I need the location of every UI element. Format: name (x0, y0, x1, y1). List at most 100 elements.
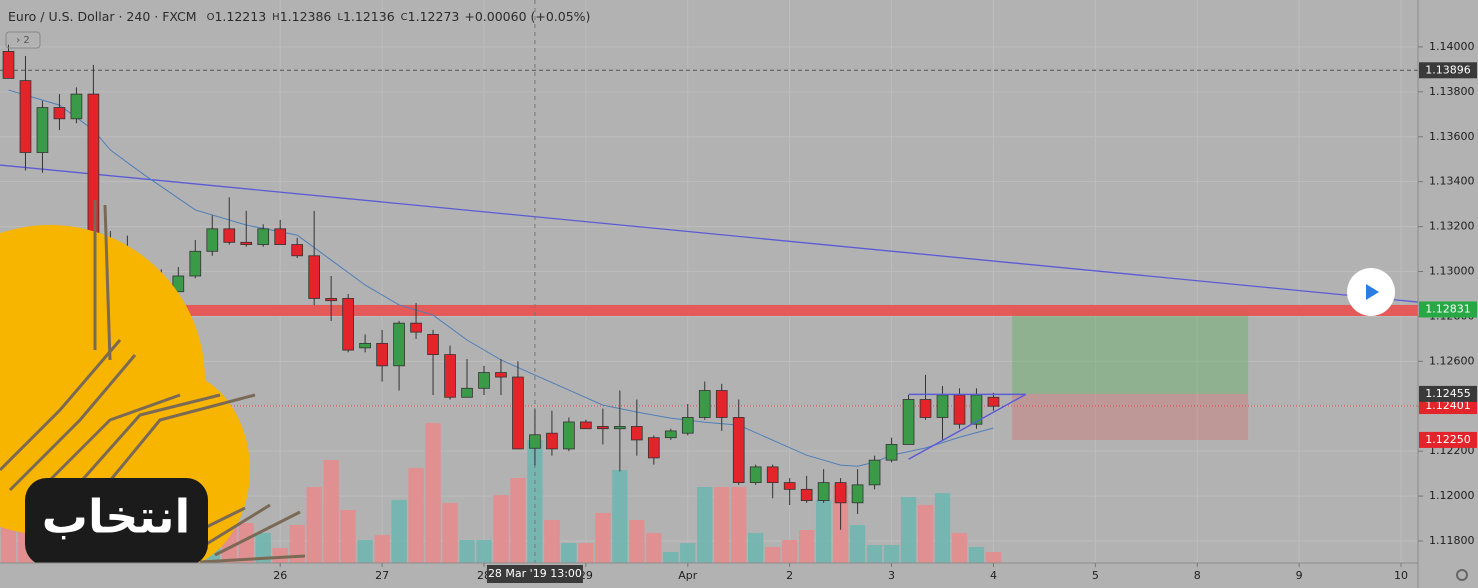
ohlc-key: O (207, 12, 215, 23)
y-tick-label: 1.13600 (1429, 130, 1475, 143)
ohlc: O1.12213 H1.12386 L1.12136 C1.12273 (207, 9, 460, 24)
candle-body (868, 459, 881, 486)
candle-body (461, 387, 473, 398)
y-tick-label: 1.13000 (1429, 265, 1475, 278)
volume-bar (646, 533, 662, 563)
logo-box (25, 478, 208, 563)
volume-bar (527, 440, 543, 563)
candle-body (70, 93, 83, 120)
candle-body (614, 426, 626, 430)
y-tick-label: 1.14000 (1429, 40, 1475, 53)
candle-body (291, 244, 304, 257)
volume-bar (493, 495, 509, 563)
badge-box[interactable] (5, 31, 41, 49)
candle-body (308, 255, 321, 299)
candle-body (919, 399, 932, 418)
candle-body (257, 228, 270, 245)
volume-bar (595, 513, 611, 563)
candle-body (698, 390, 711, 418)
candle-body (19, 80, 32, 153)
candle-body (223, 228, 236, 243)
gear[interactable] (1456, 569, 1468, 581)
ohlc-key: H (272, 12, 280, 23)
price-label: 1.12401 (1425, 399, 1471, 412)
candle-body (36, 107, 49, 153)
y-tick-label: 1.13800 (1429, 85, 1475, 98)
candle-body (817, 482, 830, 501)
volume-bar (782, 540, 798, 563)
volume-bar (680, 543, 696, 563)
x-tick-label: 9 (1296, 569, 1303, 582)
candle-body (834, 482, 847, 504)
candle-body (53, 107, 66, 120)
badge[interactable]: › 2 (16, 35, 30, 46)
crosshair-label: 28 Mar '19 13:00 (488, 567, 582, 580)
symbol: Euro / U.S. Dollar · 240 · FXCM (8, 9, 197, 24)
play-icon[interactable] (1366, 284, 1379, 300)
price-label-box (1419, 62, 1477, 79)
chart-legend: Euro / U.S. Dollar · 240 · FXCM O1.12213 H… (8, 9, 590, 24)
volume-bar (425, 423, 441, 563)
plot-area (0, 0, 1418, 563)
play-button[interactable] (1347, 268, 1395, 316)
candle-body (240, 241, 253, 245)
candle-body (732, 417, 745, 484)
position-label: 1.12455 (1425, 387, 1471, 400)
candle-body (342, 298, 354, 351)
resistance-zone (0, 304, 1418, 316)
volume-bar (629, 520, 645, 563)
x-tick-label: 5 (1092, 569, 1099, 582)
y-tick-label: 1.13400 (1429, 175, 1475, 188)
candle-body (749, 466, 762, 484)
candle-body (274, 228, 287, 245)
volume-bar (900, 497, 917, 563)
ohlc-value: 1.12136 (343, 9, 395, 24)
candle-body (172, 275, 185, 293)
volume-bar (561, 543, 577, 563)
settings-icon[interactable] (1456, 569, 1468, 581)
candle-body (444, 354, 456, 398)
candle-body (580, 421, 592, 430)
position-label: 1.12250 (1425, 433, 1471, 446)
volume-bar (510, 478, 526, 563)
candle-body (427, 333, 439, 355)
y-tick-label: 1.13200 (1429, 220, 1475, 233)
candle-body (987, 396, 1000, 407)
position-label-box (1419, 301, 1477, 318)
y-tick-label: 1.12000 (1429, 489, 1475, 502)
triangle-lower (908, 393, 1027, 460)
x-tick-label: 3 (888, 569, 895, 582)
volume-bar (934, 493, 951, 563)
volume-bar (357, 540, 373, 563)
candle-body (529, 434, 541, 449)
price-label-box (1419, 398, 1477, 415)
x-tick-label: 2 (786, 569, 793, 582)
ohlc-value: 1.12213 (214, 9, 266, 24)
moving-average (8, 89, 994, 467)
volume-bar (544, 520, 560, 563)
volume-bar (578, 543, 594, 563)
candle-body (2, 51, 15, 79)
ohlc-value: 1.12386 (280, 9, 332, 24)
candle-body (953, 394, 966, 425)
position-label: 1.12831 (1425, 302, 1471, 315)
position-label-box (1419, 431, 1477, 448)
logo-circuit (0, 200, 306, 563)
candle-body (664, 430, 677, 439)
position-label-box (1419, 385, 1477, 402)
volume-bar (442, 503, 458, 563)
volume-bar (748, 533, 764, 563)
volume-bar (968, 547, 985, 563)
candle-body (800, 488, 813, 501)
volume-bar (714, 487, 730, 563)
volume-bar (663, 552, 679, 563)
candle-body (597, 426, 609, 430)
overlay: 1.13896 1.12401 1.12831 1.12455 1.12250 28 Ma… (486, 62, 1477, 583)
volume-bar (459, 540, 475, 563)
volume-bar (985, 552, 1002, 563)
candle-body (410, 322, 422, 333)
x-tick-label: 26 (273, 569, 287, 582)
ohlc-key: C (401, 12, 408, 23)
volume-bar (731, 487, 747, 563)
volume-bar (799, 530, 815, 563)
